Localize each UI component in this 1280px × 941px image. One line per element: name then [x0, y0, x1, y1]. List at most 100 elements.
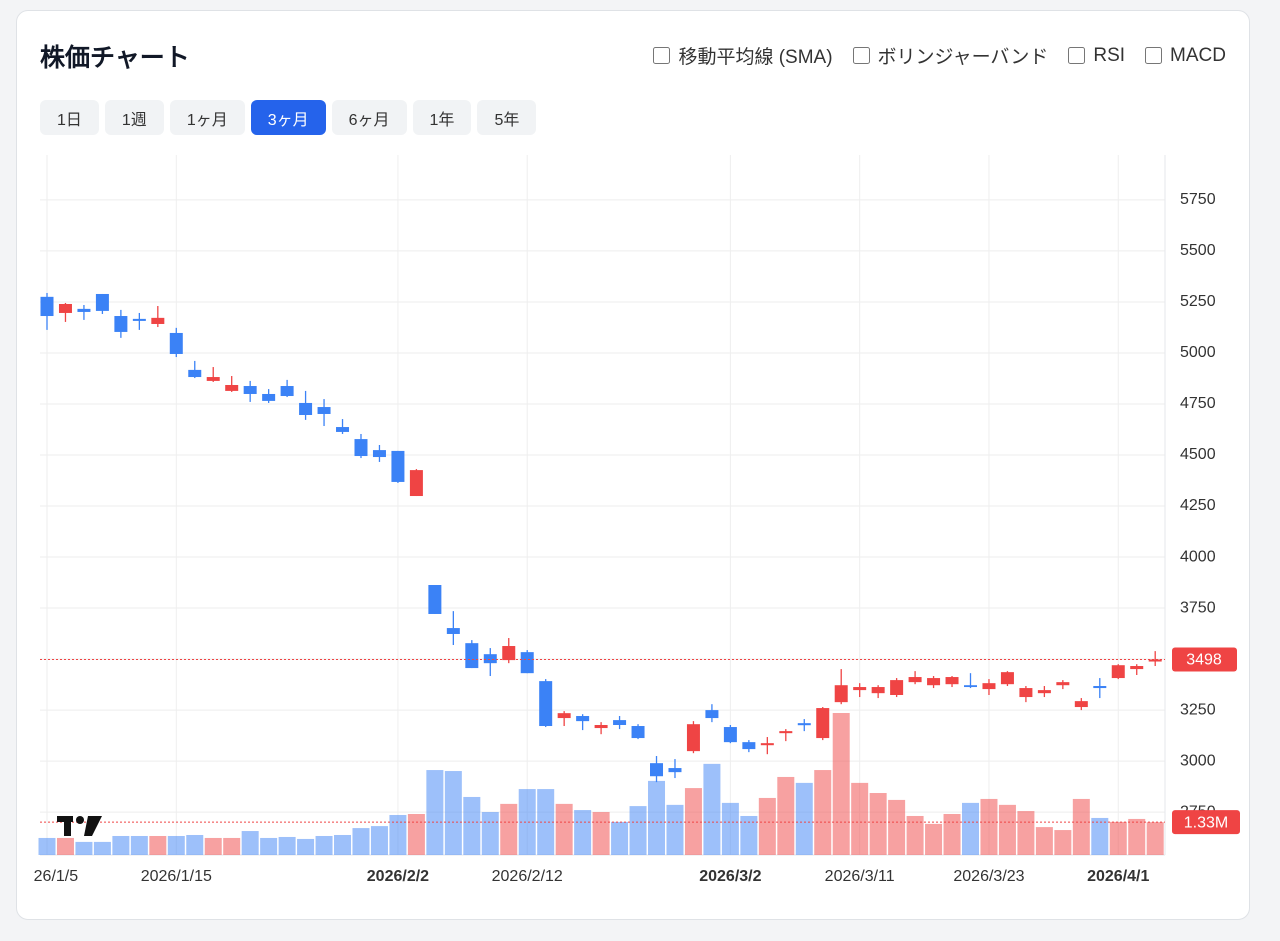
range-button[interactable]: 1年 — [412, 100, 472, 135]
volume-bar — [334, 834, 352, 855]
volume-bar — [93, 841, 111, 855]
volume-bar — [426, 770, 444, 855]
candle-body — [40, 296, 54, 317]
candle-body — [502, 646, 516, 661]
candle-body — [520, 652, 534, 674]
y-tick-label: 3000 — [1180, 752, 1216, 769]
checkbox[interactable] — [1145, 47, 1163, 64]
volume-bar — [962, 802, 979, 855]
x-tick-label: 2026/4/1 — [1087, 868, 1149, 885]
candle-body — [723, 727, 737, 743]
y-tick-label: 4750 — [1180, 395, 1216, 412]
candle-body — [243, 386, 257, 394]
volume-bar — [149, 835, 167, 855]
volume-bar — [684, 788, 702, 855]
volume-bar — [186, 834, 204, 855]
volume-bar — [1091, 817, 1109, 855]
volume-bar — [223, 837, 241, 855]
indicator-toggle[interactable]: RSI — [1068, 42, 1125, 69]
volume-bar — [814, 770, 832, 855]
candle-body — [446, 628, 460, 634]
volume-bar — [925, 823, 943, 855]
volume-bar — [1054, 830, 1072, 855]
candle-body — [576, 716, 590, 722]
candle-body — [299, 402, 313, 415]
indicator-toggle[interactable]: 移動平均線 (SMA) — [653, 42, 833, 69]
candle-body — [779, 731, 793, 734]
y-tick-label: 5250 — [1180, 293, 1216, 310]
volume-bar — [518, 789, 536, 855]
candle-body — [58, 303, 72, 313]
candle-body — [816, 708, 830, 739]
candle-body — [539, 681, 553, 727]
indicator-label: RSI — [1093, 44, 1126, 66]
range-button[interactable]: 1日 — [40, 100, 99, 135]
candle-body — [391, 450, 405, 482]
candle-body — [613, 720, 627, 725]
volume-bar — [998, 804, 1016, 855]
volume-bar — [444, 771, 462, 855]
checkbox[interactable] — [1068, 47, 1086, 64]
candle-body — [225, 385, 239, 391]
volume-bar — [56, 837, 74, 855]
candle-body — [354, 439, 368, 457]
candle-body — [834, 685, 848, 703]
y-tick-label: 3750 — [1180, 599, 1216, 616]
y-tick-label: 5000 — [1180, 344, 1216, 361]
candle-body — [908, 677, 922, 683]
candle-body — [686, 724, 700, 752]
x-tick-label: 2026/3/2 — [699, 868, 761, 885]
indicator-toggle[interactable]: MACD — [1145, 42, 1226, 69]
candle-body — [1130, 666, 1144, 670]
candle-body — [964, 685, 977, 688]
volume-bar — [130, 835, 148, 855]
checkbox[interactable] — [653, 47, 671, 64]
volume-bar — [721, 802, 739, 855]
candle-body — [372, 450, 386, 458]
y-tick-label: 3250 — [1180, 701, 1216, 718]
volume-bar — [648, 780, 666, 855]
candle-body — [890, 680, 904, 695]
candle-body — [668, 768, 682, 773]
x-tick-label: 2026/1/15 — [141, 868, 212, 885]
indicators: 移動平均線 (SMA) ボリンジャーバンド RSI MACD — [653, 42, 1226, 69]
indicator-toggle[interactable]: ボリンジャーバンド — [852, 42, 1048, 69]
volume-bar — [352, 828, 370, 855]
candle-body — [982, 683, 996, 690]
volume-bar — [592, 812, 610, 855]
volume-bar — [943, 814, 961, 855]
candle-body — [317, 407, 331, 414]
range-button[interactable]: 1ヶ月 — [169, 100, 245, 135]
volume-bar — [906, 815, 924, 855]
last-volume-label: 1.33M — [1184, 814, 1228, 831]
x-tick-label: 2026/3/23 — [953, 868, 1024, 885]
candle-body — [409, 470, 423, 497]
range-button[interactable]: 3ヶ月 — [250, 100, 326, 135]
volume-bar — [278, 836, 296, 855]
volume-bar — [297, 838, 315, 855]
card — [16, 10, 1250, 920]
volume-bar — [703, 763, 721, 855]
volume-bar — [315, 835, 333, 855]
volume-bar — [389, 814, 407, 855]
checkbox[interactable] — [852, 47, 870, 64]
volume-bar — [758, 797, 776, 855]
volume-bar — [777, 776, 795, 855]
candle-body — [483, 654, 497, 664]
volume-bar — [481, 812, 499, 855]
volume-bar — [1109, 821, 1127, 855]
x-tick-label: 2026/2/12 — [492, 868, 563, 885]
volume-bar — [38, 837, 56, 855]
range-button[interactable]: 6ヶ月 — [331, 100, 407, 135]
candle-body — [428, 585, 442, 614]
volume-bar — [1072, 798, 1090, 855]
y-tick-label: 4000 — [1180, 548, 1216, 565]
range-button[interactable]: 1週 — [104, 100, 164, 135]
candle-body — [1111, 665, 1125, 679]
tv-logo — [57, 816, 102, 836]
volume-bar — [795, 782, 813, 855]
indicator-label: 移動平均線 (SMA) — [678, 47, 833, 68]
x-tick-label: 2026/3/11 — [825, 868, 895, 885]
range-button[interactable]: 5年 — [477, 100, 537, 135]
